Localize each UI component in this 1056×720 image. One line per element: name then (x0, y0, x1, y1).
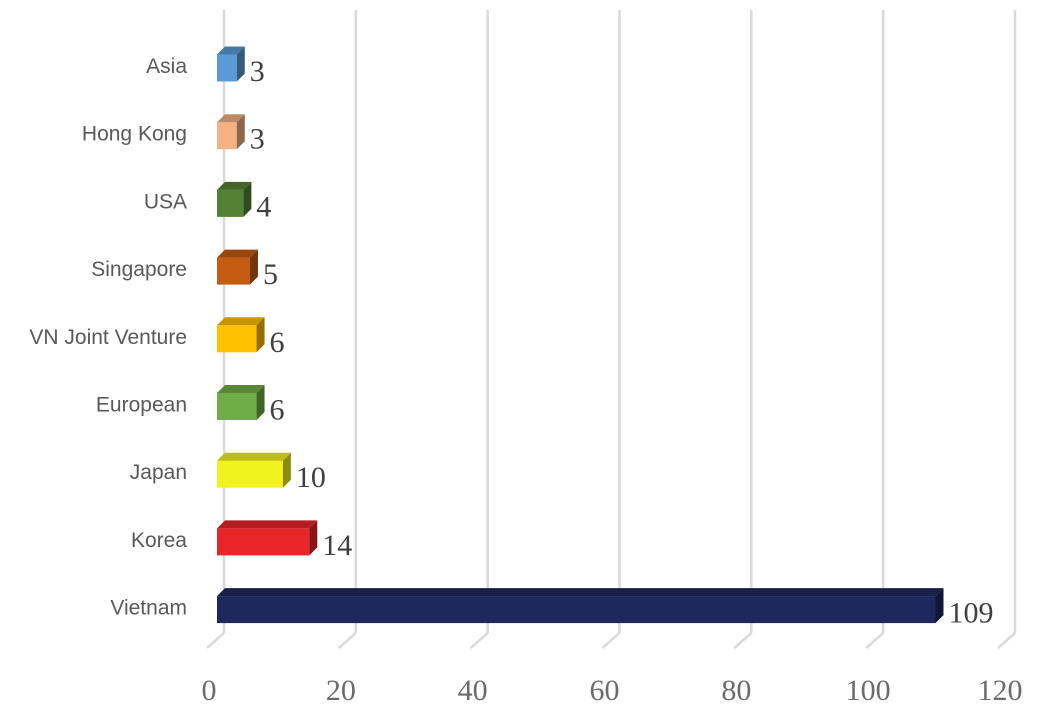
bar-side-singapore (249, 249, 258, 285)
value-label-vn-joint-venture: 6 (270, 326, 285, 359)
value-label-hong-kong: 3 (250, 123, 265, 156)
bar-side-hong-kong (236, 114, 245, 150)
category-label-hong-kong: Hong Kong (82, 123, 187, 146)
category-label-vn-joint-venture: VN Joint Venture (29, 326, 187, 349)
value-labels: 3 3 4 5 6 6 10 14 109 (250, 55, 994, 630)
bar-singapore (217, 249, 258, 285)
bar-vietnam (217, 588, 944, 624)
x-tick-label-60: 60 (590, 674, 620, 707)
bar-front-singapore (217, 257, 250, 285)
bar-front-vietnam (217, 596, 936, 624)
x-tick-label-120: 120 (978, 674, 1023, 707)
bar-side-usa (243, 181, 252, 217)
x-tick-label-0: 0 (202, 674, 217, 707)
floor-line-40 (469, 632, 489, 649)
category-label-european: European (96, 394, 187, 417)
bar-top-korea (217, 520, 318, 529)
bar-front-european (217, 393, 257, 420)
bar-side-european (256, 385, 265, 420)
bar-top-usa (217, 181, 252, 190)
value-label-asia: 3 (250, 55, 265, 88)
floor-line-20 (338, 632, 357, 649)
category-label-vietnam: Vietnam (110, 597, 187, 620)
floor-line-0 (206, 632, 225, 649)
bar-side-korea (309, 520, 318, 556)
bar-top-vn-joint-venture (217, 317, 265, 326)
value-label-vietnam: 109 (948, 597, 993, 630)
category-label-singapore: Singapore (91, 258, 187, 281)
bar-top-hong-kong (217, 114, 245, 123)
floor-line-100 (865, 632, 884, 649)
category-label-usa: USA (144, 190, 187, 213)
bar-side-japan (282, 452, 291, 488)
x-axis-tick-labels: 0 20 40 60 80 100 120 (202, 674, 1023, 707)
category-label-korea: Korea (131, 529, 187, 552)
category-label-asia: Asia (146, 55, 187, 78)
category-labels: Asia Hong Kong USA Singapore VN Joint Ventur… (29, 55, 187, 620)
bar-usa (217, 181, 252, 217)
bar-korea (217, 520, 318, 556)
x-tick-label-80: 80 (721, 674, 751, 707)
bar-side-asia (236, 46, 245, 82)
value-label-singapore: 5 (263, 258, 278, 291)
x-tick-label-100: 100 (846, 674, 891, 707)
bar-vn-joint-venture (217, 317, 265, 353)
gridlines (206, 10, 1017, 649)
bar-side-vn-joint-venture (256, 317, 265, 353)
value-label-japan: 10 (296, 461, 326, 494)
bar-hong-kong (217, 114, 245, 150)
bar-front-asia (217, 54, 237, 82)
floor-line-120 (997, 632, 1016, 649)
bar-front-korea (217, 528, 310, 556)
bar-top-japan (217, 452, 291, 461)
bar-asia (217, 46, 245, 82)
bar-front-japan (217, 460, 283, 488)
floor-line-80 (733, 632, 753, 649)
bar-top-european (217, 385, 265, 393)
value-label-korea: 14 (322, 529, 352, 562)
value-label-european: 6 (270, 394, 285, 427)
x-tick-label-20: 20 (326, 674, 356, 707)
x-tick-label-40: 40 (458, 674, 488, 707)
bar-top-asia (217, 46, 245, 55)
bar-top-singapore (217, 249, 258, 258)
bar-front-usa (217, 189, 244, 217)
value-label-usa: 4 (256, 190, 271, 223)
bars (217, 46, 944, 624)
category-label-japan: Japan (130, 461, 187, 484)
bar-front-vn-joint-venture (217, 325, 257, 353)
bar-japan (217, 452, 291, 488)
bar-side-vietnam (935, 588, 944, 624)
bar-european (217, 385, 265, 420)
floor-line-60 (601, 632, 621, 649)
bar-top-vietnam (217, 588, 944, 597)
bar-front-hong-kong (217, 122, 237, 150)
